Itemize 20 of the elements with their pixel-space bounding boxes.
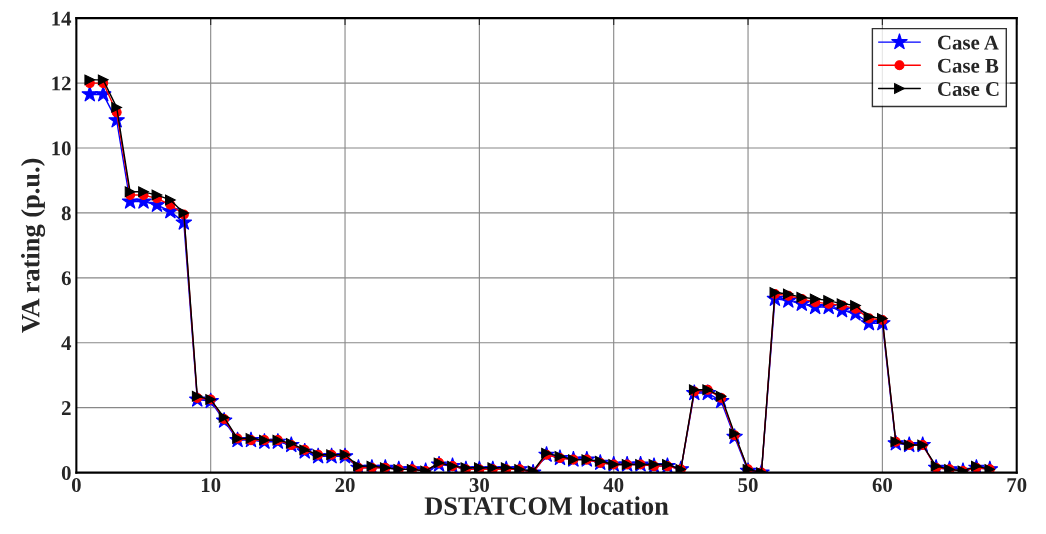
y-tick-label: 4 (61, 336, 72, 350)
y-tick-label: 8 (61, 206, 71, 221)
y-axis-title: VA rating (p.u.) (20, 158, 46, 333)
x-tick-label: 60 (872, 478, 892, 493)
y-tick-label: 6 (61, 271, 71, 286)
x-tick-label: 70 (1007, 478, 1027, 493)
y-tick-label: 2 (61, 401, 71, 415)
y-tick-label: 12 (52, 76, 71, 91)
y-tick-label: 14 (52, 11, 72, 26)
y-tick-label: 10 (52, 141, 71, 156)
x-axis-title: DSTATCOM location (424, 496, 669, 515)
legend-label: Case A (937, 35, 999, 50)
x-tick-label: 50 (738, 478, 758, 493)
legend-label: Case B (937, 58, 999, 73)
legend-label: Case C (937, 81, 999, 96)
x-tick-label: 30 (469, 478, 489, 493)
x-tick-label: 10 (201, 478, 221, 493)
x-tick-label: 20 (335, 478, 355, 493)
y-tick-label: 0 (61, 465, 71, 481)
x-tick-label: 40 (603, 478, 624, 493)
